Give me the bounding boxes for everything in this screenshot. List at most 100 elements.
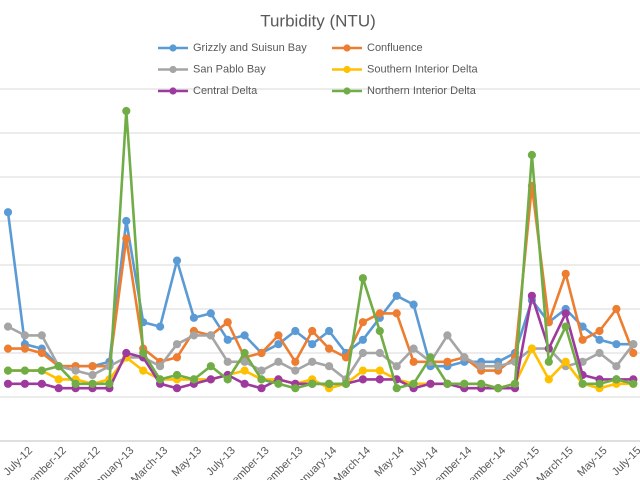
data-point <box>392 384 401 393</box>
data-point <box>172 384 182 393</box>
data-point <box>274 379 283 388</box>
data-point <box>156 322 165 331</box>
data-point <box>20 331 29 340</box>
data-point <box>291 326 300 336</box>
data-point <box>358 375 367 384</box>
data-point <box>37 379 46 388</box>
data-point <box>257 375 266 384</box>
data-point <box>477 379 486 388</box>
data-point <box>122 216 131 226</box>
data-point <box>3 344 13 353</box>
data-point <box>88 362 97 371</box>
data-point <box>189 331 198 340</box>
data-point <box>71 366 80 375</box>
data-point <box>88 370 97 380</box>
data-point <box>223 357 232 366</box>
legend-label: Confluence <box>367 42 423 54</box>
data-point <box>3 208 13 217</box>
data-point <box>392 362 401 371</box>
data-point <box>409 344 418 353</box>
data-point <box>274 340 283 349</box>
data-point <box>240 331 249 340</box>
data-point <box>578 335 587 344</box>
data-point <box>206 362 215 371</box>
data-point <box>358 348 367 358</box>
legend-label: Central Delta <box>193 85 258 97</box>
data-point <box>291 366 300 375</box>
data-point <box>20 344 29 353</box>
data-point <box>308 326 317 336</box>
data-point <box>494 384 503 393</box>
data-point <box>20 366 29 375</box>
data-point <box>88 379 97 388</box>
data-point <box>20 379 29 388</box>
data-point <box>629 379 638 388</box>
data-point <box>54 362 63 371</box>
data-point <box>544 375 553 384</box>
data-point <box>561 269 570 278</box>
data-point <box>375 366 384 375</box>
data-point <box>612 340 621 349</box>
data-point <box>527 150 537 160</box>
data-point <box>54 375 63 384</box>
data-point <box>291 357 300 366</box>
data-point <box>443 379 452 388</box>
data-point <box>325 326 334 336</box>
data-point <box>629 348 638 358</box>
data-point <box>139 366 148 375</box>
data-point <box>358 274 367 283</box>
data-point <box>156 375 165 384</box>
data-point <box>443 357 452 366</box>
data-point <box>240 357 249 366</box>
data-point <box>612 375 621 384</box>
data-point <box>358 366 367 375</box>
data-point <box>37 331 46 340</box>
data-point <box>172 340 182 349</box>
data-point <box>257 348 266 358</box>
data-point <box>460 379 469 388</box>
data-point <box>172 353 182 362</box>
data-point <box>527 291 537 300</box>
data-point <box>206 331 215 340</box>
data-point <box>375 375 384 384</box>
data-point <box>206 375 215 384</box>
data-point <box>409 379 418 388</box>
data-point <box>291 384 300 393</box>
data-point <box>308 357 317 366</box>
data-point <box>3 322 13 331</box>
data-point <box>37 366 46 375</box>
data-point <box>274 331 283 340</box>
data-point <box>409 300 418 309</box>
data-point <box>223 335 232 344</box>
data-point <box>561 357 570 366</box>
data-point <box>172 370 182 380</box>
data-point <box>122 234 131 243</box>
data-point <box>325 362 334 371</box>
data-point <box>358 335 367 344</box>
legend-label: Northern Interior Delta <box>367 85 477 97</box>
data-point <box>561 309 570 318</box>
legend-marker <box>343 65 351 74</box>
data-point <box>3 379 13 388</box>
data-point <box>341 379 351 388</box>
data-point <box>240 348 249 358</box>
data-point <box>494 362 503 371</box>
data-point <box>223 375 232 384</box>
data-point <box>156 362 165 371</box>
legend-label: San Pablo Bay <box>193 63 266 75</box>
data-point <box>308 379 317 388</box>
data-point <box>612 362 621 371</box>
data-point <box>375 348 384 358</box>
legend-marker <box>169 65 177 74</box>
data-point <box>460 353 469 362</box>
data-point <box>37 348 46 358</box>
data-point <box>409 357 418 366</box>
data-point <box>257 366 266 375</box>
data-point <box>240 379 249 388</box>
series-line <box>8 109 634 390</box>
data-point <box>375 309 384 318</box>
data-point <box>629 340 638 349</box>
data-point <box>443 331 452 340</box>
